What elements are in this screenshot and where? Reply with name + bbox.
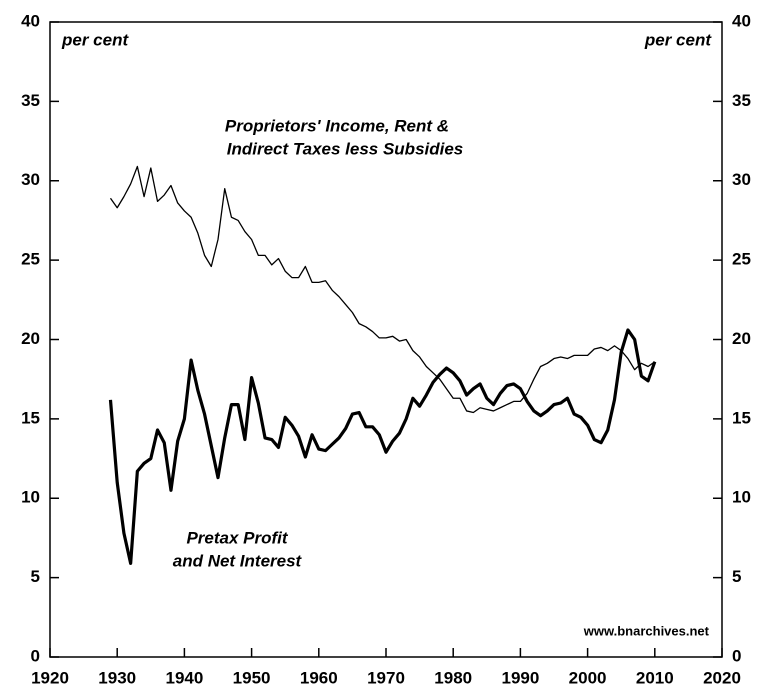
y2-tick-label: 20	[732, 329, 751, 348]
y2-tick-label: 25	[732, 250, 751, 269]
source: www.bnarchives.net	[583, 623, 710, 638]
x-tick-label: 1940	[165, 668, 203, 687]
x-tick-label: 1980	[434, 668, 472, 687]
y-tick-label: 25	[21, 250, 40, 269]
x-tick-label: 1950	[233, 668, 271, 687]
x-tick-label: 2020	[703, 668, 741, 687]
y2-tick-label: 0	[732, 646, 741, 665]
annotation: and Net Interest	[173, 551, 303, 570]
x-tick-label: 1920	[31, 668, 69, 687]
line-series	[108, 328, 657, 565]
y-tick-label: 35	[21, 91, 40, 110]
line-series	[109, 165, 656, 414]
annotation: Pretax Profit	[186, 528, 288, 547]
y2-tick-label: 15	[732, 408, 751, 427]
y2-tick-label: 5	[732, 567, 741, 586]
annotation: Indirect Taxes less Subsidies	[227, 139, 464, 158]
y-tick-label: 5	[31, 567, 40, 586]
y-tick-label: 30	[21, 170, 40, 189]
x-tick-label: 1930	[98, 668, 136, 687]
x-tick-label: 1970	[367, 668, 405, 687]
right-unit: per cent	[644, 30, 712, 49]
y-tick-label: 40	[21, 11, 40, 30]
y2-tick-label: 10	[732, 488, 751, 507]
x-tick-label: 1960	[300, 668, 338, 687]
y2-tick-label: 35	[732, 91, 751, 110]
y-tick-label: 0	[31, 646, 40, 665]
annotation: Proprietors' Income, Rent &	[225, 116, 449, 135]
y-tick-label: 20	[21, 329, 40, 348]
y-tick-label: 10	[21, 488, 40, 507]
y-tick-label: 15	[21, 408, 40, 427]
y2-tick-label: 30	[732, 170, 751, 189]
left-unit: per cent	[61, 30, 129, 49]
x-tick-label: 2010	[636, 668, 674, 687]
x-tick-label: 2000	[569, 668, 607, 687]
x-tick-label: 1990	[501, 668, 539, 687]
y2-tick-label: 40	[732, 11, 751, 30]
